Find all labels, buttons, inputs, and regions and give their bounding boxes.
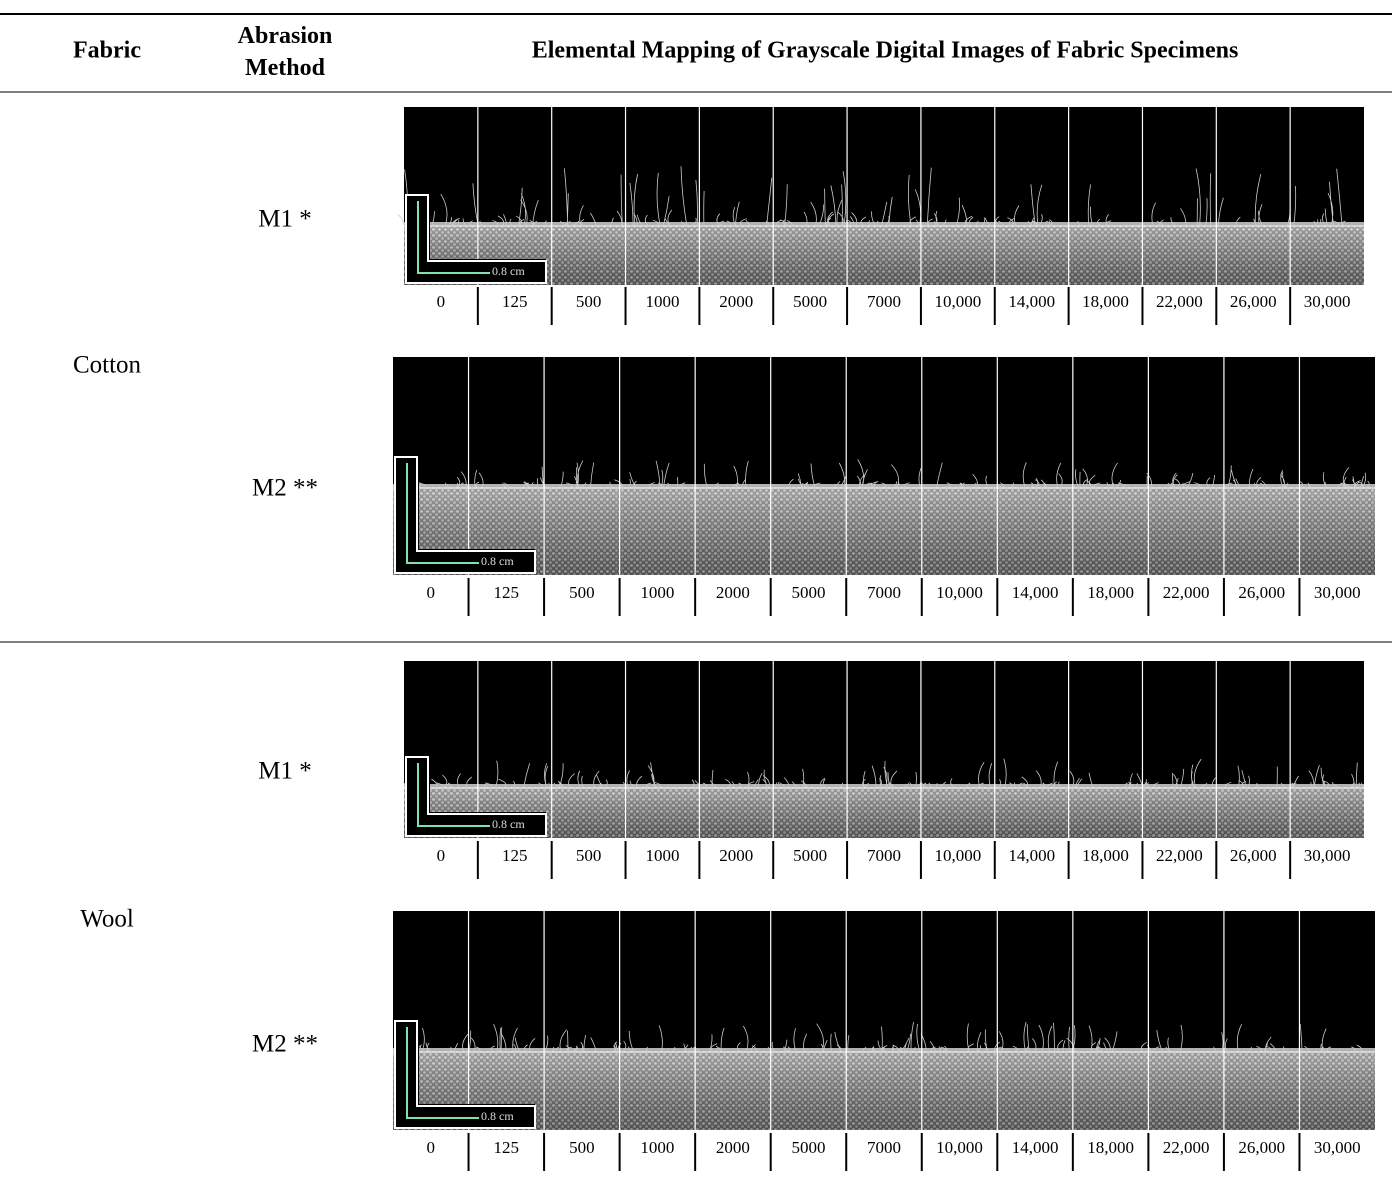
fabric-shade [404, 225, 1364, 285]
fabric-label: Wool [80, 906, 134, 933]
cycle-label: 500 [569, 1138, 595, 1157]
cycle-label: 26,000 [1230, 846, 1277, 865]
cycle-label: 0 [437, 846, 446, 865]
scale-label: 0.8 cm [492, 817, 525, 831]
header-method-box: Abrasion Method [205, 20, 365, 86]
cycle-label: 7000 [867, 1138, 901, 1157]
fabric-label: Cotton [73, 352, 142, 379]
header-fabric: Fabric [73, 38, 141, 64]
cycle-label: 10,000 [934, 292, 981, 311]
method-label: M1 * [258, 206, 311, 233]
cycle-label: 18,000 [1087, 583, 1134, 602]
method-label: M1 * [258, 758, 311, 785]
cycle-label: 0 [427, 583, 436, 602]
cycle-label: 2000 [719, 846, 753, 865]
fabric-edge [404, 784, 1364, 789]
cycle-label: 10,000 [936, 1138, 983, 1157]
cycle-label: 30,000 [1304, 846, 1351, 865]
cycle-label: 5000 [791, 1138, 825, 1157]
cycle-label: 14,000 [1008, 846, 1055, 865]
cycle-label: 0 [437, 292, 446, 311]
cycle-label: 5000 [793, 846, 827, 865]
cycle-label: 125 [494, 583, 520, 602]
cycle-label: 1000 [640, 583, 674, 602]
table: Fabric Abrasion Method Elemental Mapping… [0, 0, 1392, 1193]
cycle-label: 2000 [716, 583, 750, 602]
cycle-label: 500 [576, 292, 602, 311]
cycle-label: 2000 [716, 1138, 750, 1157]
cycle-label: 14,000 [1012, 583, 1059, 602]
header-method: Abrasion Method [225, 20, 345, 84]
cycle-label: 0 [427, 1138, 436, 1157]
cycle-label: 30,000 [1314, 583, 1361, 602]
cycle-label: 26,000 [1230, 292, 1277, 311]
fabric-shade [404, 787, 1364, 838]
fabric-shade [393, 1051, 1375, 1130]
fabric-edge [404, 222, 1364, 227]
cycle-label: 7000 [867, 846, 901, 865]
scale-backdrop [406, 259, 546, 283]
cycle-label: 1000 [645, 846, 679, 865]
cycle-label: 30,000 [1304, 292, 1351, 311]
cycle-label: 125 [502, 292, 528, 311]
cycle-label: 22,000 [1156, 846, 1203, 865]
scale-label: 0.8 cm [481, 554, 514, 568]
cycle-label: 30,000 [1314, 1138, 1361, 1157]
cycle-label: 26,000 [1238, 583, 1285, 602]
scale-backdrop [395, 549, 535, 573]
scale-backdrop [395, 1104, 535, 1128]
scale-label: 0.8 cm [492, 264, 525, 278]
cycle-label: 22,000 [1156, 292, 1203, 311]
cycle-label: 22,000 [1163, 1138, 1210, 1157]
fabric-shade [393, 487, 1375, 575]
cycle-label: 5000 [793, 292, 827, 311]
cycle-label: 14,000 [1012, 1138, 1059, 1157]
fabric-edge [393, 484, 1375, 489]
scale-label: 0.8 cm [481, 1109, 514, 1123]
cycle-label: 7000 [867, 292, 901, 311]
cycle-label: 125 [502, 846, 528, 865]
cycle-label: 500 [576, 846, 602, 865]
cycle-label: 18,000 [1082, 846, 1129, 865]
header-mapping: Elemental Mapping of Grayscale Digital I… [532, 38, 1239, 64]
cycle-label: 1000 [645, 292, 679, 311]
page: Fabric Abrasion Method Elemental Mapping… [0, 0, 1392, 1193]
cycle-label: 26,000 [1238, 1138, 1285, 1157]
cycle-label: 14,000 [1008, 292, 1055, 311]
cycle-label: 10,000 [934, 846, 981, 865]
method-label: M2 ** [252, 1031, 318, 1058]
cycle-label: 22,000 [1163, 583, 1210, 602]
cycle-label: 2000 [719, 292, 753, 311]
cycle-label: 1000 [640, 1138, 674, 1157]
cycle-label: 18,000 [1082, 292, 1129, 311]
scale-backdrop [406, 812, 546, 836]
cycle-label: 7000 [867, 583, 901, 602]
method-label: M2 ** [252, 475, 318, 502]
cycle-label: 18,000 [1087, 1138, 1134, 1157]
cycle-label: 10,000 [936, 583, 983, 602]
cycle-label: 125 [494, 1138, 520, 1157]
cycle-label: 500 [569, 583, 595, 602]
cycle-label: 5000 [791, 583, 825, 602]
